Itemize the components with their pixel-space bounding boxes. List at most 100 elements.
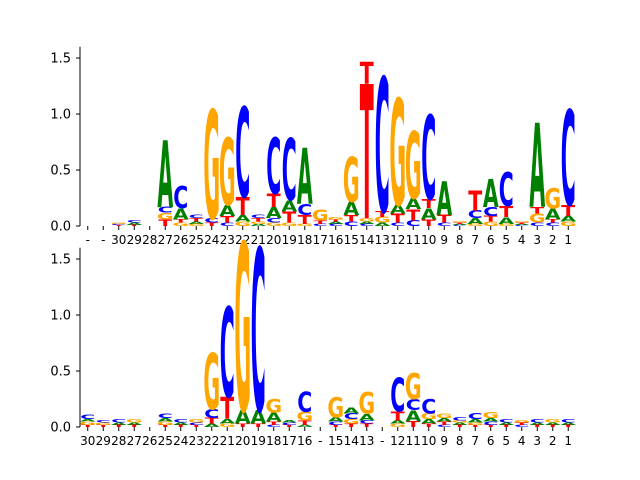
logo-letter-T: T: [158, 217, 172, 228]
logo-letter-A: A: [390, 202, 406, 217]
logo-letter-C: C: [220, 282, 235, 426]
logo-letter-G: G: [451, 221, 468, 223]
logo-letter-G: G: [498, 223, 515, 227]
x-tick-label: 17: [313, 233, 328, 247]
logo-letter-A: A: [250, 407, 266, 429]
x-tick-label: 18: [297, 233, 312, 247]
logo-letter-T: T: [391, 409, 406, 424]
logo-letter-G: G: [188, 418, 205, 423]
logo-letter-T: T: [251, 217, 266, 222]
x-tick-label: 6: [487, 233, 495, 247]
logo-letter-T: T: [422, 217, 436, 228]
logo-letter-T: T: [515, 222, 529, 224]
logo-letter-G: G: [312, 207, 329, 225]
logo-letter-A: A: [374, 222, 391, 227]
logo-letter-C: C: [421, 395, 436, 419]
logo-letter-A: A: [173, 206, 189, 224]
logo-letter-C: C: [545, 222, 560, 227]
logo-letter-G: G: [203, 81, 220, 255]
logo-letter-G: G: [157, 211, 174, 222]
x-tick-label: 5: [502, 233, 510, 247]
logo-letter-T: T: [561, 202, 576, 220]
logo-letter-C: C: [251, 205, 266, 464]
logo-letter-T: T: [205, 417, 220, 426]
logo-letter-A: A: [126, 222, 143, 226]
x-tick-label: 27: [158, 233, 173, 247]
logo-letter-A: A: [328, 221, 345, 225]
logo-letter-A: A: [467, 217, 483, 226]
y-tick-label: 0.0: [50, 421, 71, 436]
logo-letter-A: A: [390, 420, 407, 425]
logo-letter-A: A: [235, 407, 251, 429]
logo-letter-G: G: [250, 221, 267, 225]
logo-letter-G: G: [265, 222, 282, 227]
logo-letter-T: T: [546, 424, 560, 428]
logo-letter-G: G: [126, 418, 143, 423]
x-tick-label: 20: [266, 233, 281, 247]
logo-letter-A: A: [297, 424, 314, 428]
logo-letter-A: A: [188, 221, 205, 225]
logo-letter-T: T: [561, 424, 575, 428]
logo-letter-T: T: [205, 222, 220, 227]
logo-letter-T: T: [344, 213, 358, 224]
logo-letter-A: A: [343, 198, 359, 220]
logo-letter-T: T: [189, 424, 203, 428]
y-tick-label: 0.0: [50, 220, 71, 235]
x-tick-label: 15: [344, 233, 359, 247]
logo-letter-C: C: [390, 222, 405, 227]
logo-letter-C: C: [111, 418, 126, 423]
x-tick-label: 19: [251, 434, 266, 448]
logo-letter-T: T: [251, 423, 266, 428]
logo-letter-T: T: [220, 214, 234, 225]
logo-letter-T: T: [344, 423, 359, 428]
logo-letter-C: C: [111, 224, 126, 226]
logo-letter-T: T: [499, 424, 513, 428]
logo-letter-G: G: [420, 412, 437, 421]
logo-letter-A: A: [560, 215, 576, 224]
x-tick-label: 3: [533, 233, 541, 247]
logo-letter-G: G: [544, 182, 561, 215]
logo-letter-T: T: [127, 225, 141, 227]
x-tick-label: 7: [471, 233, 479, 247]
logo-letter-C: C: [390, 370, 405, 423]
x-tick-label: 13: [375, 233, 390, 247]
logo-letter-C: C: [530, 222, 545, 227]
x-tick-label: 8: [456, 233, 464, 247]
x-tick-label: 16: [297, 434, 312, 448]
x-tick-label: 2: [549, 434, 557, 448]
logo-letter-T: T: [174, 219, 189, 224]
logo-letter-A: A: [405, 408, 421, 426]
logo-letter-T: T: [298, 212, 313, 227]
logo-letter-G: G: [451, 420, 468, 424]
logo-letter-T: T: [174, 424, 188, 428]
logo-letter-T: T: [360, 423, 375, 428]
logo-letter-G: G: [467, 422, 484, 426]
logo-letter-T: T: [236, 193, 250, 221]
logo-letter-C: C: [80, 413, 95, 420]
x-tick-label: 29: [96, 434, 111, 448]
logo-letter-G: G: [405, 366, 422, 408]
x-tick-label: 21: [251, 233, 266, 247]
logo-letter-T: T: [360, 57, 374, 92]
logo-letter-A: A: [514, 224, 531, 226]
logo-letter-A: A: [250, 223, 267, 227]
x-tick-label: -: [101, 233, 105, 247]
x-tick-label: 15: [328, 434, 343, 448]
logo-letter-C: C: [359, 420, 374, 425]
x-tick-label: 5: [502, 434, 510, 448]
logo-letter-A: A: [483, 172, 499, 217]
logo-letter-T: T: [422, 423, 437, 428]
x-tick-label: 2: [549, 233, 557, 247]
logo-letter-C: C: [328, 223, 343, 227]
logo-letter-C: C: [173, 181, 188, 216]
logo-letter-T: T: [437, 213, 452, 226]
logo-letter-C: C: [499, 164, 514, 217]
logo-letter-C: C: [220, 222, 235, 227]
x-tick-label: 20: [235, 434, 250, 448]
logo-letter-A: A: [328, 416, 344, 423]
x-tick-label: 23: [189, 434, 204, 448]
x-tick-label: 27: [127, 434, 142, 448]
logo-letter-C: C: [421, 93, 436, 227]
logo-letter-A: A: [80, 419, 97, 423]
